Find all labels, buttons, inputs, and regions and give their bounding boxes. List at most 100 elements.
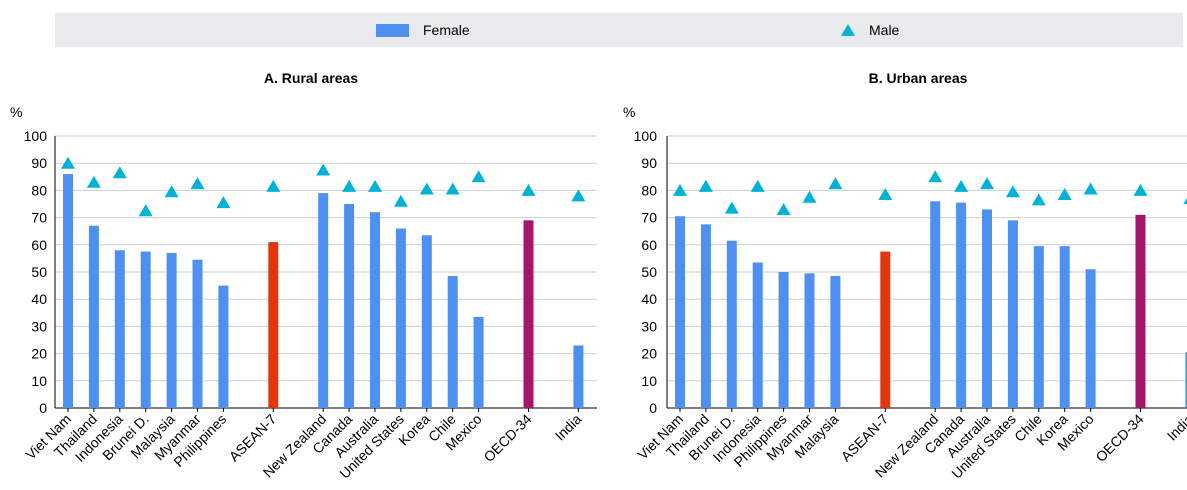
y-tick-label: 100 bbox=[634, 128, 658, 144]
y-tick-label: 50 bbox=[31, 264, 47, 280]
marker-male-australia bbox=[980, 177, 994, 190]
bar-female-malaysia bbox=[166, 252, 177, 408]
legend-swatch-female bbox=[376, 23, 409, 37]
bar-female-new-zealand bbox=[318, 193, 329, 408]
y-tick-label: 10 bbox=[641, 373, 657, 389]
marker-male-malaysia bbox=[828, 177, 843, 190]
marker-male-viet-nam bbox=[61, 156, 75, 169]
legend: Female Male bbox=[55, 13, 1183, 47]
marker-male-new-zealand bbox=[316, 163, 331, 176]
y-tick-label: 40 bbox=[31, 291, 47, 307]
marker-male-indonesia bbox=[750, 179, 765, 192]
legend-item-female: Female bbox=[376, 13, 470, 47]
marker-male-thailand bbox=[698, 179, 713, 192]
y-tick-label: 0 bbox=[649, 400, 657, 416]
bar-female-myanmar bbox=[804, 273, 815, 408]
y-tick-label: 90 bbox=[31, 155, 47, 171]
bar-female-india bbox=[573, 345, 584, 408]
marker-male-malaysia bbox=[164, 185, 179, 198]
marker-male-viet-nam bbox=[673, 183, 687, 196]
marker-male-mexico bbox=[1083, 182, 1098, 195]
bar-female-india bbox=[1185, 352, 1187, 408]
bar-female-oecd-34 bbox=[1135, 214, 1146, 408]
marker-male-korea bbox=[1057, 187, 1072, 200]
marker-male-myanmar bbox=[190, 177, 205, 190]
bar-female-new-zealand bbox=[930, 201, 941, 408]
marker-male-oecd-34 bbox=[1133, 183, 1148, 196]
y-tick-label: 40 bbox=[641, 291, 657, 307]
bar-female-australia bbox=[370, 212, 380, 408]
marker-male-australia bbox=[368, 179, 382, 192]
marker-male-canada bbox=[342, 179, 357, 192]
y-tick-label: 60 bbox=[641, 237, 657, 253]
marker-male-philippines bbox=[216, 196, 231, 209]
bar-female-indonesia bbox=[114, 250, 125, 408]
bar-female-mexico bbox=[473, 316, 484, 408]
bar-female-indonesia bbox=[752, 262, 763, 408]
bar-female-asean-7 bbox=[268, 242, 279, 408]
marker-male-philippines bbox=[776, 202, 791, 215]
bar-female-canada bbox=[956, 202, 967, 408]
marker-male-india bbox=[1183, 197, 1187, 205]
marker-male-mexico bbox=[471, 170, 486, 183]
bar-female-australia bbox=[982, 209, 992, 408]
marker-male-chile bbox=[1031, 193, 1046, 206]
bar-female-oecd-34 bbox=[523, 220, 534, 408]
marker-male-oecd-34 bbox=[521, 183, 536, 196]
bar-female-brunei-d bbox=[726, 240, 737, 408]
y-tick-label: 80 bbox=[31, 182, 47, 198]
marker-male-thailand bbox=[86, 175, 101, 188]
y-tick-label: 30 bbox=[31, 318, 47, 334]
marker-male-united-states bbox=[393, 194, 408, 207]
bar-female-philippines bbox=[778, 272, 789, 408]
bar-female-brunei-d bbox=[140, 251, 151, 408]
marker-male-india bbox=[571, 189, 586, 202]
bar-female-united-states bbox=[1007, 220, 1018, 408]
marker-male-asean-7 bbox=[266, 179, 281, 192]
x-tick-label-oecd-34: OECD-34 bbox=[1092, 411, 1146, 465]
bar-female-mexico bbox=[1085, 269, 1096, 408]
y-axis-label: % bbox=[10, 104, 22, 120]
marker-male-korea bbox=[419, 182, 434, 195]
chart-panel-1: B. Urban areas%0102030405060708090100Vie… bbox=[623, 70, 1187, 482]
y-tick-label: 50 bbox=[641, 264, 657, 280]
y-tick-label: 60 bbox=[31, 237, 47, 253]
legend-label-male: Male bbox=[869, 22, 900, 38]
bar-female-thailand bbox=[88, 225, 99, 408]
legend-label-female: Female bbox=[423, 22, 470, 38]
y-tick-label: 100 bbox=[24, 128, 48, 144]
y-tick-label: 30 bbox=[641, 318, 657, 334]
y-tick-label: 90 bbox=[641, 155, 657, 171]
bar-female-korea bbox=[421, 235, 432, 408]
marker-male-chile bbox=[445, 182, 460, 195]
marker-male-asean-7 bbox=[878, 187, 893, 200]
y-tick-label: 10 bbox=[31, 373, 47, 389]
legend-item-male: Male bbox=[841, 13, 899, 47]
y-tick-label: 20 bbox=[31, 346, 47, 362]
y-tick-label: 70 bbox=[641, 210, 657, 226]
y-tick-label: 20 bbox=[641, 346, 657, 362]
bar-female-thailand bbox=[700, 224, 711, 408]
chart-title: A. Rural areas bbox=[264, 70, 358, 86]
y-tick-label: 80 bbox=[641, 182, 657, 198]
bar-female-canada bbox=[344, 204, 355, 408]
x-tick-label-oecd-34: OECD-34 bbox=[480, 411, 534, 465]
bar-female-viet-nam bbox=[63, 174, 73, 408]
bar-female-philippines bbox=[218, 285, 229, 408]
marker-male-canada bbox=[954, 179, 969, 192]
chart-title: B. Urban areas bbox=[869, 70, 968, 86]
marker-male-myanmar bbox=[802, 190, 817, 203]
bar-female-korea bbox=[1059, 246, 1070, 408]
bar-female-myanmar bbox=[192, 259, 203, 408]
legend-marker-male bbox=[841, 24, 855, 36]
bar-female-chile bbox=[1033, 246, 1044, 408]
marker-male-indonesia bbox=[112, 166, 127, 179]
chart-panel-0: A. Rural areas%0102030405060708090100Vie… bbox=[10, 70, 597, 482]
y-tick-label: 0 bbox=[39, 400, 47, 416]
marker-male-brunei-d bbox=[138, 204, 153, 217]
marker-male-brunei-d bbox=[724, 201, 739, 214]
x-tick-label-india: India bbox=[1164, 411, 1187, 444]
bar-female-chile bbox=[447, 276, 458, 408]
y-axis-label: % bbox=[623, 104, 635, 120]
bar-female-viet-nam bbox=[675, 216, 685, 408]
